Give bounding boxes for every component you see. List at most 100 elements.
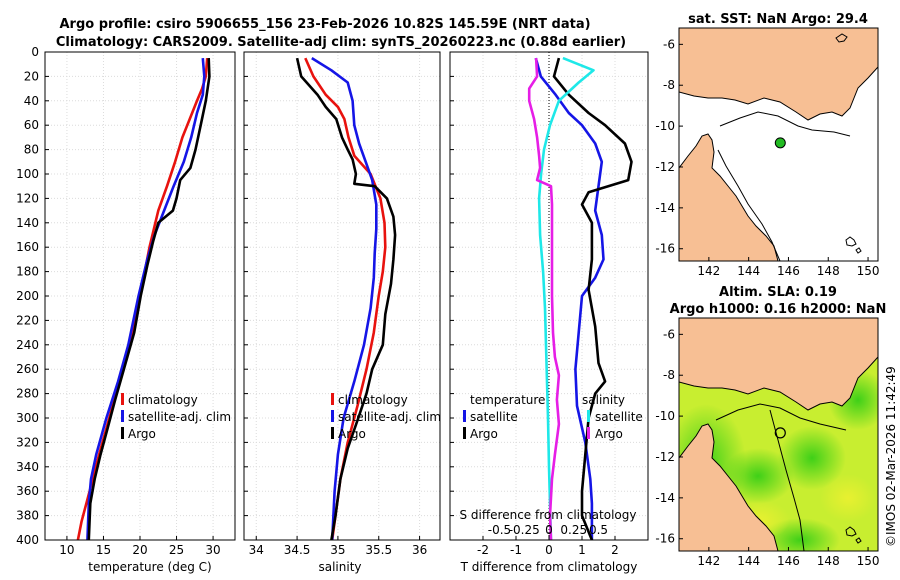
imos-watermark: ©IMOS 02-Mar-2026 11:42:49 bbox=[884, 366, 898, 547]
y-tick-label: 100 bbox=[16, 167, 39, 181]
y-tick-label: 220 bbox=[16, 313, 39, 327]
series-line-satellite-adj-clim bbox=[311, 56, 378, 541]
map-x-tick-label: 148 bbox=[817, 554, 840, 568]
sla-map-ticks: 142 144 146 148 150 -6 -8 -10 -12 -14 -16 bbox=[655, 327, 879, 568]
legend-swatch-argo bbox=[121, 427, 124, 439]
legend-label: Argo bbox=[128, 427, 156, 441]
map-y-tick-label: -6 bbox=[663, 327, 675, 341]
coral-sea-islands bbox=[835, 33, 862, 254]
series-line-argo bbox=[87, 58, 211, 541]
legend-label: satellite bbox=[470, 410, 518, 424]
map-y-tick-label: -16 bbox=[655, 242, 675, 256]
map-y-tick-label: -6 bbox=[663, 37, 675, 51]
sla-map-frame bbox=[678, 317, 879, 552]
x-tick-label: 30 bbox=[205, 543, 220, 557]
temperature-axis-label: temperature (deg C) bbox=[88, 560, 211, 574]
x-tick-label: -2 bbox=[477, 543, 489, 557]
legend-label: climatology bbox=[338, 393, 408, 407]
temperature-legend: climatology satellite-adj. clim Argo bbox=[121, 393, 231, 441]
sst-map-ticks: 142 144 146 148 150 -6 -8 -10 -12 -14 -16 bbox=[655, 37, 879, 278]
series-line-climatology bbox=[304, 57, 387, 541]
difference-legend: temperature satellite Argo salinity sate… bbox=[463, 393, 643, 441]
sst-map bbox=[678, 27, 879, 262]
argo-position-marker bbox=[774, 137, 786, 149]
x-tick-label: 35 bbox=[330, 543, 345, 557]
map-x-tick-label: 142 bbox=[697, 554, 720, 568]
y-tick-label: 0 bbox=[31, 45, 39, 59]
map-y-tick-label: -14 bbox=[655, 201, 675, 215]
sla-field bbox=[679, 318, 878, 551]
y-tick-label: 240 bbox=[16, 338, 39, 352]
new-guinea-land bbox=[679, 28, 878, 121]
x-tick-label: 0 bbox=[545, 543, 553, 557]
legend-label: Argo bbox=[338, 427, 366, 441]
sst-map-frame bbox=[678, 27, 879, 262]
salinity-axis-label: salinity bbox=[318, 560, 361, 574]
x-tick-label: 34.5 bbox=[284, 543, 311, 557]
legend-label: satellite-adj. clim bbox=[338, 410, 441, 424]
legend-swatch-climatology bbox=[121, 393, 124, 405]
legend-swatch-t-argo bbox=[463, 427, 466, 439]
top-tick-label: 0.25 bbox=[560, 523, 587, 537]
series-line-t-argo bbox=[552, 57, 633, 541]
map-y-tick-label: -8 bbox=[663, 368, 675, 382]
map-y-tick-label: -8 bbox=[663, 78, 675, 92]
y-tick-label: 20 bbox=[24, 69, 39, 83]
map-x-tick-label: 146 bbox=[777, 264, 800, 278]
sla-map-title-line1: Altim. SLA: 0.19 bbox=[719, 285, 837, 300]
y-tick-label: 80 bbox=[24, 143, 39, 157]
legend-label: climatology bbox=[128, 393, 198, 407]
y-tick-label: 280 bbox=[16, 387, 39, 401]
sla-patch bbox=[722, 448, 794, 504]
map-x-tick-label: 142 bbox=[697, 264, 720, 278]
series-line-argo bbox=[295, 57, 397, 541]
y-tick-label: 140 bbox=[16, 216, 39, 230]
legend-label: satellite-adj. clim bbox=[128, 410, 231, 424]
sst-map-title: sat. SST: NaN Argo: 29.4 bbox=[688, 12, 868, 27]
x-tick-label: 36 bbox=[412, 543, 427, 557]
series-line-t-satellite bbox=[534, 57, 605, 540]
salinity-panel: 34 34.5 35 35.5 36 bbox=[243, 51, 441, 557]
map-y-tick-label: -10 bbox=[655, 119, 675, 133]
y-tick-label: 340 bbox=[16, 460, 39, 474]
top-tick-label: -0.5 bbox=[488, 523, 511, 537]
sla-map-title-line2: Argo h1000: 0.16 h2000: NaN bbox=[670, 302, 887, 317]
y-tick-label: 260 bbox=[16, 362, 39, 376]
legend-swatch-t-satellite bbox=[463, 410, 466, 422]
x-tick-label: 1 bbox=[578, 543, 586, 557]
series-line-s-satellite bbox=[537, 56, 595, 541]
y-tick-label: 200 bbox=[16, 289, 39, 303]
bathymetry-contour bbox=[715, 403, 847, 551]
top-tick-label: -0.25 bbox=[509, 523, 540, 537]
legend-title-salinity: salinity bbox=[582, 393, 625, 407]
x-tick-label: -1 bbox=[510, 543, 522, 557]
map-x-tick-label: 144 bbox=[737, 264, 760, 278]
map-x-tick-label: 148 bbox=[817, 264, 840, 278]
map-x-tick-label: 150 bbox=[857, 554, 880, 568]
x-tick-label: 10 bbox=[59, 543, 74, 557]
figure-title-line1: Argo profile: csiro 5906655_156 23-Feb-2… bbox=[59, 17, 590, 32]
map-x-tick-label: 144 bbox=[737, 554, 760, 568]
legend-label: Argo bbox=[470, 427, 498, 441]
x-tick-label: 15 bbox=[96, 543, 111, 557]
legend-swatch-s-satellite bbox=[587, 410, 590, 422]
y-tick-label: 380 bbox=[16, 509, 39, 523]
difference-axis-label: T difference from climatology bbox=[460, 560, 638, 574]
series-line-satellite-adj-clim bbox=[86, 57, 206, 541]
x-tick-label: 25 bbox=[169, 543, 184, 557]
map-x-tick-label: 146 bbox=[777, 554, 800, 568]
y-tick-label: 120 bbox=[16, 191, 39, 205]
y-tick-label: 160 bbox=[16, 240, 39, 254]
y-tick-label: 60 bbox=[24, 118, 39, 132]
legend-title-temperature: temperature bbox=[470, 393, 545, 407]
temperature-panel: 10 15 20 25 30020406080100120140160180200220… bbox=[16, 45, 236, 557]
x-tick-label: 35.5 bbox=[365, 543, 392, 557]
map-y-tick-label: -12 bbox=[655, 450, 675, 464]
y-tick-label: 180 bbox=[16, 265, 39, 279]
x-tick-label: 34 bbox=[249, 543, 264, 557]
legend-label: Argo bbox=[595, 427, 623, 441]
new-guinea-land bbox=[679, 318, 878, 411]
y-tick-label: 300 bbox=[16, 411, 39, 425]
map-y-tick-label: -12 bbox=[655, 160, 675, 174]
